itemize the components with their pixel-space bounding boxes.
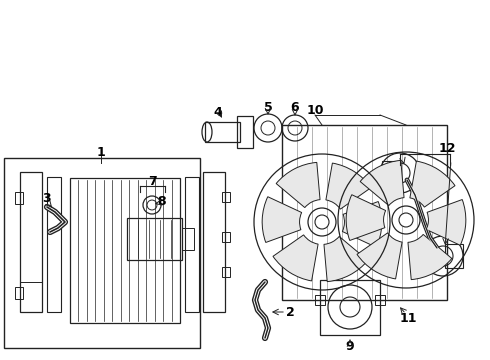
Bar — [222, 232, 230, 242]
Text: 3: 3 — [42, 192, 50, 204]
Bar — [375, 295, 385, 305]
Bar — [185, 177, 199, 312]
Text: 11: 11 — [399, 311, 417, 324]
Bar — [222, 267, 230, 277]
Wedge shape — [273, 235, 318, 281]
Bar — [315, 295, 325, 305]
Wedge shape — [324, 237, 368, 282]
Circle shape — [315, 215, 329, 229]
Text: 4: 4 — [214, 105, 222, 118]
Bar — [15, 192, 23, 204]
Bar — [15, 287, 23, 299]
Bar — [382, 161, 400, 185]
Bar — [4, 158, 200, 348]
Bar — [70, 178, 180, 323]
Bar — [127, 218, 182, 260]
Bar — [445, 244, 463, 268]
Bar — [222, 192, 230, 202]
Bar — [282, 125, 447, 300]
Text: 5: 5 — [264, 100, 272, 113]
Circle shape — [399, 213, 413, 227]
Text: 10: 10 — [306, 104, 324, 117]
Wedge shape — [426, 199, 466, 245]
Bar — [182, 228, 194, 250]
Text: 7: 7 — [147, 175, 156, 188]
Bar — [203, 172, 225, 312]
Wedge shape — [357, 233, 402, 279]
Text: 12: 12 — [438, 141, 456, 154]
Bar — [205, 122, 240, 142]
Bar — [237, 116, 253, 148]
Wedge shape — [343, 202, 382, 247]
Wedge shape — [326, 163, 371, 209]
Text: 2: 2 — [286, 306, 294, 320]
Text: 8: 8 — [158, 194, 166, 207]
Wedge shape — [262, 197, 302, 243]
Bar — [20, 172, 42, 312]
Bar — [47, 177, 61, 312]
Wedge shape — [360, 161, 404, 206]
Wedge shape — [408, 234, 452, 280]
Wedge shape — [346, 195, 386, 240]
Text: 9: 9 — [345, 341, 354, 354]
Text: 6: 6 — [291, 100, 299, 113]
Bar — [320, 280, 380, 335]
Text: 1: 1 — [97, 145, 105, 158]
Wedge shape — [276, 162, 320, 208]
Wedge shape — [410, 161, 455, 207]
